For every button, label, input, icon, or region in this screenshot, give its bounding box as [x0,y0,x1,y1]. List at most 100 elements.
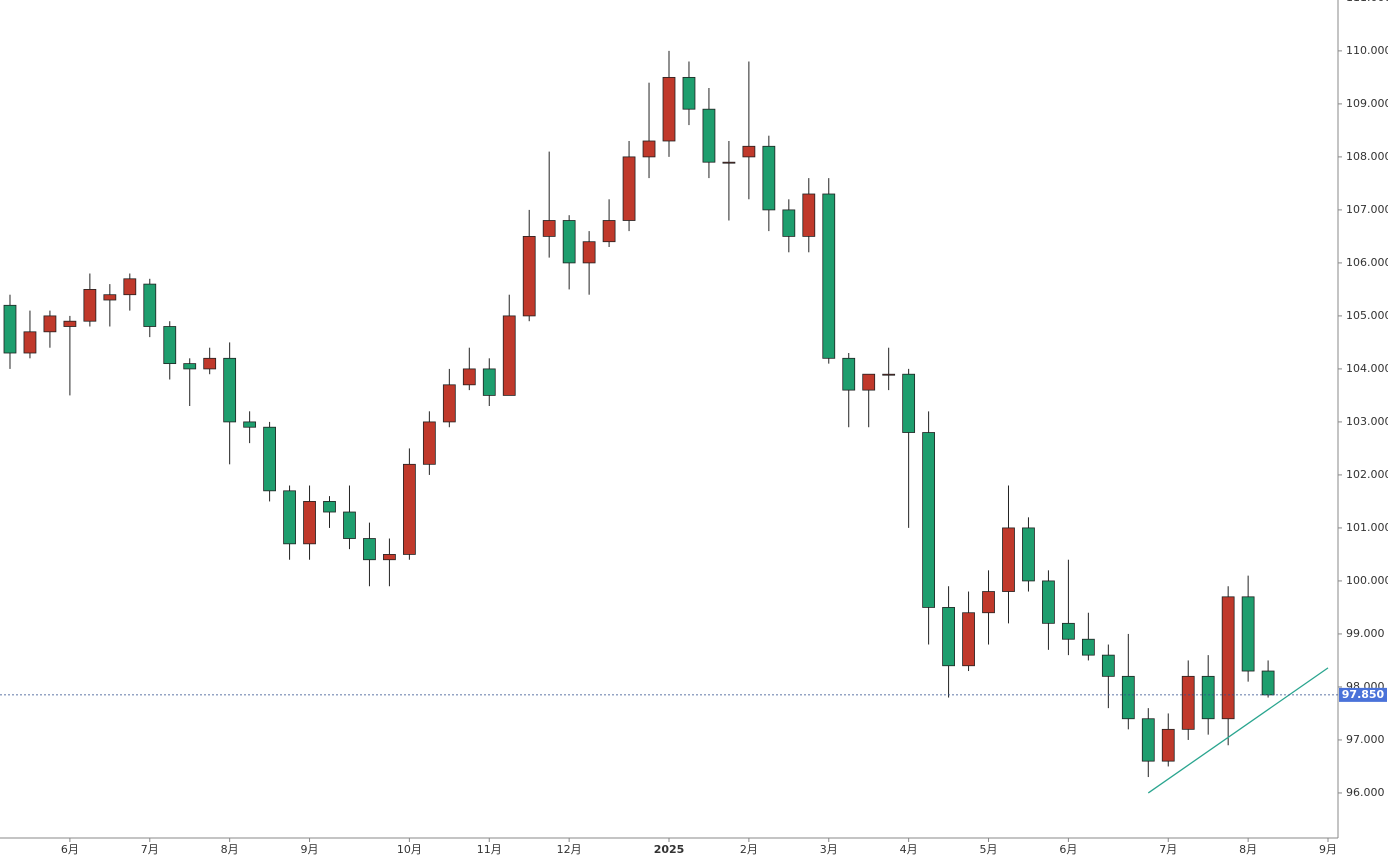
candle-body [303,501,316,545]
candle-body [922,432,936,608]
y-tick-label: 109.000 [1346,97,1388,110]
y-tick-label: 110.000 [1346,44,1388,57]
x-tick-label: 10月 [397,843,422,856]
candle-body [722,161,736,164]
trend-line [1147,667,1329,794]
x-tick-label: 9月 [1319,843,1337,856]
x-tick-label: 5月 [980,843,998,856]
candle-body [642,140,656,158]
x-tick-label: 7月 [1159,843,1177,856]
x-tick-label: 7月 [141,843,159,856]
candle-body [602,220,616,243]
candle-body [223,357,237,423]
x-tick-label: 12月 [557,843,582,856]
y-tick-label: 100.000 [1346,574,1388,587]
candle-body [43,315,57,333]
candle-body [942,607,955,667]
last-price-label: 97.850 [1342,688,1385,701]
candle-body [1141,718,1155,762]
x-tick-label: 2025 [654,843,685,856]
candle-body [782,209,796,237]
candle-body [1081,638,1095,656]
candle-body [662,76,676,142]
candle-body [63,320,77,327]
y-tick-label: 106.000 [1346,256,1388,269]
candle-body [383,554,396,561]
candle-body [343,511,356,539]
candle-body [522,235,536,317]
candle-body [163,326,177,365]
candle-body [1201,675,1215,720]
y-tick-label: 107.000 [1346,203,1388,216]
candle-body [822,193,836,359]
candle-body [482,368,496,396]
candle-body [802,193,816,237]
candle-body [263,426,276,492]
candle-body [842,357,856,391]
candle-body [283,490,296,545]
candle-body [622,156,636,221]
candle-body [762,145,776,211]
candle-body [83,289,97,322]
x-tick-label: 6月 [61,843,79,856]
x-tick-label: 6月 [1059,843,1077,856]
candle-body [123,278,137,296]
candle-body [1221,596,1235,720]
x-tick-label: 8月 [1239,843,1257,856]
candle-body [103,294,117,301]
candle-body [1002,527,1015,592]
y-tick-label: 105.000 [1346,309,1388,322]
candle-body [1161,728,1175,762]
y-tick-label: 97.000 [1346,733,1385,746]
candle-body [462,368,476,386]
candle-body [702,108,716,163]
y-tick-label: 103.000 [1346,415,1388,428]
candle-body [442,384,456,423]
candle-body [582,241,596,264]
candle-body [1181,675,1195,730]
candle-body [402,463,416,555]
candle-body [183,363,197,370]
candle-body [562,220,576,264]
candle-body [542,220,556,237]
x-tick-label: 2月 [740,843,758,856]
last-price-box [1339,687,1387,702]
candle-body [882,373,896,376]
y-tick-label: 99.000 [1346,627,1385,640]
x-tick-label: 3月 [820,843,838,856]
candle-body [422,421,436,465]
y-tick-label: 102.000 [1346,468,1388,481]
x-tick-label: 4月 [900,843,918,856]
y-tick-label: 108.000 [1346,150,1388,163]
candle-body [243,421,257,428]
candle-body [3,304,17,354]
x-tick-label: 8月 [221,843,239,856]
candle-body [203,357,217,370]
y-tick-label: 111.000 [1346,0,1388,4]
candle-body [982,591,995,614]
candle-body [902,373,916,433]
candle-body [143,283,157,327]
candle-body [1261,670,1275,696]
y-tick-label: 104.000 [1346,362,1388,375]
candle-body [1241,596,1255,672]
candle-body [1042,580,1055,624]
x-tick-label: 11月 [477,843,502,856]
candle-body [1062,622,1075,640]
candle-body [742,145,756,158]
y-tick-label: 96.000 [1346,786,1385,799]
candle-body [1101,654,1115,677]
candle-body [323,501,336,513]
candle-body [1022,527,1035,582]
candle-body [363,538,376,561]
candle-body [502,315,516,396]
x-tick-label: 9月 [301,843,319,856]
candle-body [1121,675,1135,720]
candle-body [23,331,37,354]
candle-body [682,76,696,110]
y-tick-label: 101.000 [1346,521,1388,534]
candle-body [962,612,975,667]
candle-body [862,373,876,391]
